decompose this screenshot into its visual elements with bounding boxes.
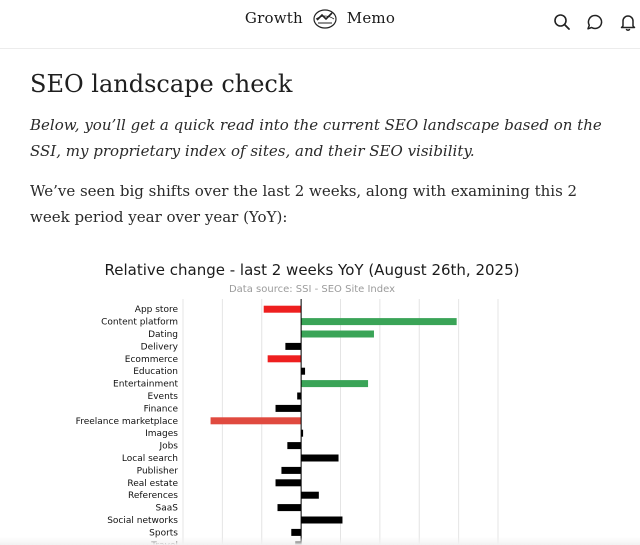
bar-content-platform <box>301 318 457 326</box>
bar-real-estate <box>275 479 302 487</box>
category-label: Dating <box>148 330 178 340</box>
chart-title: Relative change - last 2 weeks YoY (Augu… <box>104 261 520 279</box>
category-label: Entertainment <box>113 380 178 390</box>
brand-logo-icon <box>313 9 337 29</box>
bar-app-store <box>263 305 302 313</box>
bar-local-search <box>301 454 339 462</box>
bar-dating <box>301 330 374 338</box>
category-label: Content platform <box>101 318 178 328</box>
category-label: Sports <box>149 528 178 538</box>
bar-delivery <box>285 342 302 350</box>
bar-events <box>297 392 302 400</box>
category-label: Freelance marketplace <box>76 417 179 427</box>
category-label: Events <box>148 392 179 402</box>
bar-finance <box>275 404 302 412</box>
bar-chart: App store Content platform Dating Delivery E… <box>76 299 499 545</box>
category-label: Delivery <box>141 342 179 352</box>
bar-saas <box>277 504 302 512</box>
category-label: Finance <box>144 404 179 414</box>
search-icon[interactable] <box>552 12 572 32</box>
category-label: Ecommerce <box>125 355 179 365</box>
chart-figure: App store Content platform Dating Delivery E… <box>0 255 640 545</box>
site-header: Growth Memo <box>0 0 640 49</box>
comment-icon[interactable] <box>585 12 605 32</box>
site-brand[interactable]: Growth Memo <box>0 8 640 30</box>
bell-icon[interactable] <box>618 12 638 32</box>
bar-entertainment <box>301 380 369 388</box>
chart-subtitle: Data source: SSI - SEO Site Index <box>228 284 396 295</box>
bar-education <box>301 367 306 375</box>
category-label: Education <box>133 367 178 377</box>
category-label: Local search <box>122 454 178 464</box>
bar-references <box>301 491 319 499</box>
bar-images <box>301 429 304 437</box>
bar-freelance-marketplace <box>210 417 302 425</box>
article-title: SEO landscape check <box>30 70 293 98</box>
bar-jobs <box>287 442 302 450</box>
category-label: Real estate <box>127 479 178 489</box>
article-intro: Below, you’ll get a quick read into the … <box>30 116 602 160</box>
bar-social-networks <box>301 516 343 524</box>
article-body: SEO landscape check Below, you’ll get a … <box>30 48 620 230</box>
article-paragraph: We’ve seen big shifts over the last 2 we… <box>30 182 578 226</box>
category-label: References <box>128 491 178 501</box>
category-label: Publisher <box>137 466 179 476</box>
bar-publisher <box>281 466 302 474</box>
brand-word-left: Growth <box>244 9 303 27</box>
category-label: Images <box>145 429 178 439</box>
scroll-fade <box>0 537 640 545</box>
category-label: SaaS <box>156 504 179 514</box>
brand-word-right: Memo <box>346 9 396 27</box>
bar-sports <box>291 528 302 536</box>
category-label: Social networks <box>107 516 178 526</box>
bar-ecommerce <box>267 355 302 363</box>
category-label: Jobs <box>158 442 178 452</box>
category-label: App store <box>135 305 179 315</box>
